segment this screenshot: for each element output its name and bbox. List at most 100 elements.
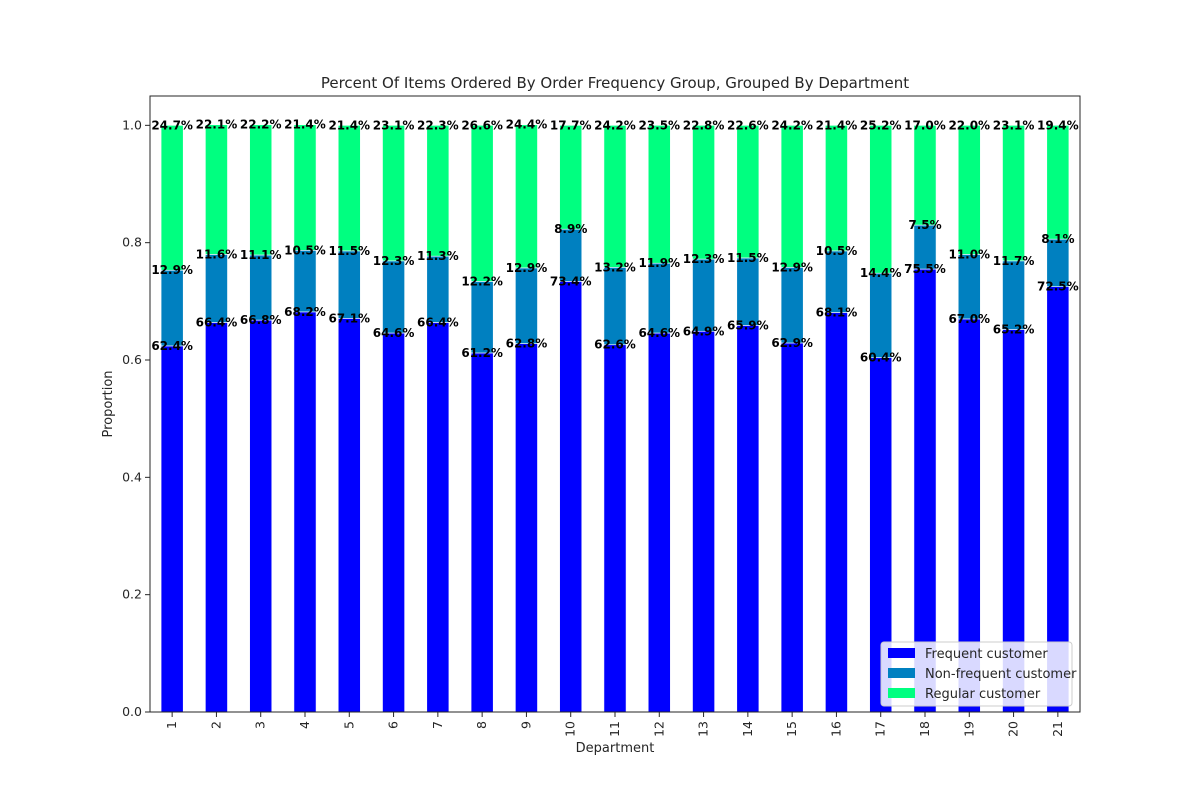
bar-value-label: 13.2% [594, 260, 636, 274]
bar-segment [780, 342, 804, 713]
bar-labels-group: 62.4% 12.9% 24.7% 66.4% 11.6% 22.1% 66.8% 11.1%… [151, 118, 1078, 365]
bar-segment [603, 125, 627, 268]
bar-value-label: 75.5% [904, 262, 946, 276]
bar-value-label: 24.4% [506, 118, 548, 132]
x-tick-label: 15 [784, 721, 799, 737]
bar-value-label: 22.2% [240, 118, 282, 132]
bar-value-label: 11.1% [240, 248, 282, 262]
bar-segment [913, 125, 937, 226]
bar-value-label: 22.1% [196, 118, 238, 132]
legend-entry: Regular customer [925, 687, 1041, 702]
bar-value-label: 65.2% [993, 322, 1035, 336]
bar-value-label: 67.1% [328, 311, 370, 325]
y-tick-label: 0.8 [122, 235, 142, 250]
bar-segment [249, 254, 273, 321]
bar-segment [736, 257, 760, 326]
x-tick-label: 6 [386, 721, 401, 729]
y-tick-label: 0.6 [122, 352, 142, 367]
bar-segment [470, 281, 494, 354]
bar-value-label: 11.3% [417, 249, 459, 263]
bar-segment [337, 125, 361, 252]
bar-value-label: 8.1% [1041, 232, 1074, 246]
bar-value-label: 67.0% [948, 312, 990, 326]
bar-segment [647, 125, 671, 264]
bar-value-label: 62.8% [506, 337, 548, 351]
bar-value-label: 62.6% [594, 338, 636, 352]
bar-value-label: 12.3% [683, 252, 725, 266]
x-tick-label: 10 [563, 721, 578, 737]
bar-value-label: 64.6% [638, 326, 680, 340]
bar-segment [382, 332, 405, 713]
bar-segment [515, 343, 538, 713]
bar-value-label: 24.2% [771, 118, 813, 132]
bar-value-label: 62.9% [771, 336, 813, 350]
y-tick-label: 1.0 [122, 117, 142, 132]
bar-segment [692, 125, 715, 260]
bar-value-label: 11.5% [328, 244, 370, 258]
bar-segment [515, 267, 538, 344]
bar-value-label: 11.6% [196, 247, 238, 261]
bar-segment [337, 318, 361, 713]
bar-value-label: 12.9% [771, 260, 813, 274]
bar-value-label: 26.6% [461, 118, 503, 132]
bar-segment [337, 250, 361, 319]
bar-value-label: 22.6% [727, 118, 769, 132]
bar-segment [825, 125, 848, 252]
bar-segment [692, 258, 715, 332]
x-tick-label: 4 [297, 721, 312, 729]
legend-swatch [888, 648, 915, 658]
bar-value-label: 10.5% [284, 243, 326, 257]
legend-swatch [888, 688, 915, 698]
bar-segment [1002, 260, 1025, 330]
bar-value-label: 17.0% [904, 118, 946, 132]
bar-segment [470, 125, 494, 282]
bar-segment [249, 319, 273, 713]
bar-segment [205, 254, 228, 323]
bar-value-label: 12.9% [151, 263, 193, 277]
x-tick-label: 2 [208, 721, 223, 729]
x-tick-label: 12 [651, 721, 666, 737]
bar-value-label: 65.9% [727, 318, 769, 332]
x-tick-label: 5 [341, 721, 356, 729]
bar-segment [160, 345, 184, 713]
bar-segment [382, 125, 405, 262]
x-tick-label: 20 [1006, 721, 1021, 737]
bar-segment [205, 322, 228, 713]
bar-value-label: 11.0% [948, 247, 990, 261]
x-tick-label: 7 [430, 721, 445, 729]
bar-segment [692, 330, 715, 713]
legend-entry: Non-frequent customer [925, 667, 1077, 682]
bar-value-label: 8.9% [554, 222, 587, 236]
bar-value-label: 23.1% [373, 118, 415, 132]
x-tick-label: 11 [607, 721, 622, 737]
bar-value-label: 11.9% [638, 256, 680, 270]
bar-segment [869, 125, 893, 274]
bar-value-label: 60.4% [860, 351, 902, 365]
bar-value-label: 64.9% [683, 324, 725, 338]
x-tick-label: 8 [474, 721, 489, 729]
bar-segment [869, 272, 893, 358]
bar-value-label: 12.3% [373, 254, 415, 268]
x-tick-label: 17 [873, 721, 888, 737]
bar-value-label: 64.6% [373, 326, 415, 340]
bar-value-label: 10.5% [816, 244, 858, 258]
x-tick-label: 21 [1050, 721, 1065, 737]
bar-segment [249, 124, 273, 256]
bar-value-label: 24.7% [151, 118, 193, 132]
bar-value-label: 17.7% [550, 118, 592, 132]
bar-segment [470, 352, 494, 713]
bar-value-label: 22.8% [683, 118, 725, 132]
y-tick-label: 0.4 [122, 469, 142, 484]
x-tick-label: 1 [164, 721, 179, 729]
bar-segment [825, 250, 848, 313]
bar-value-label: 66.4% [196, 315, 238, 329]
bar-value-label: 21.4% [284, 118, 326, 132]
bar-segment [559, 125, 583, 230]
bar-value-label: 23.5% [638, 118, 680, 132]
legend-swatch [888, 668, 915, 678]
bar-segment [559, 281, 583, 713]
legend-box [880, 641, 1073, 707]
bar-value-label: 22.0% [948, 118, 990, 132]
bar-value-label: 23.1% [993, 118, 1035, 132]
bar-value-label: 14.4% [860, 266, 902, 280]
